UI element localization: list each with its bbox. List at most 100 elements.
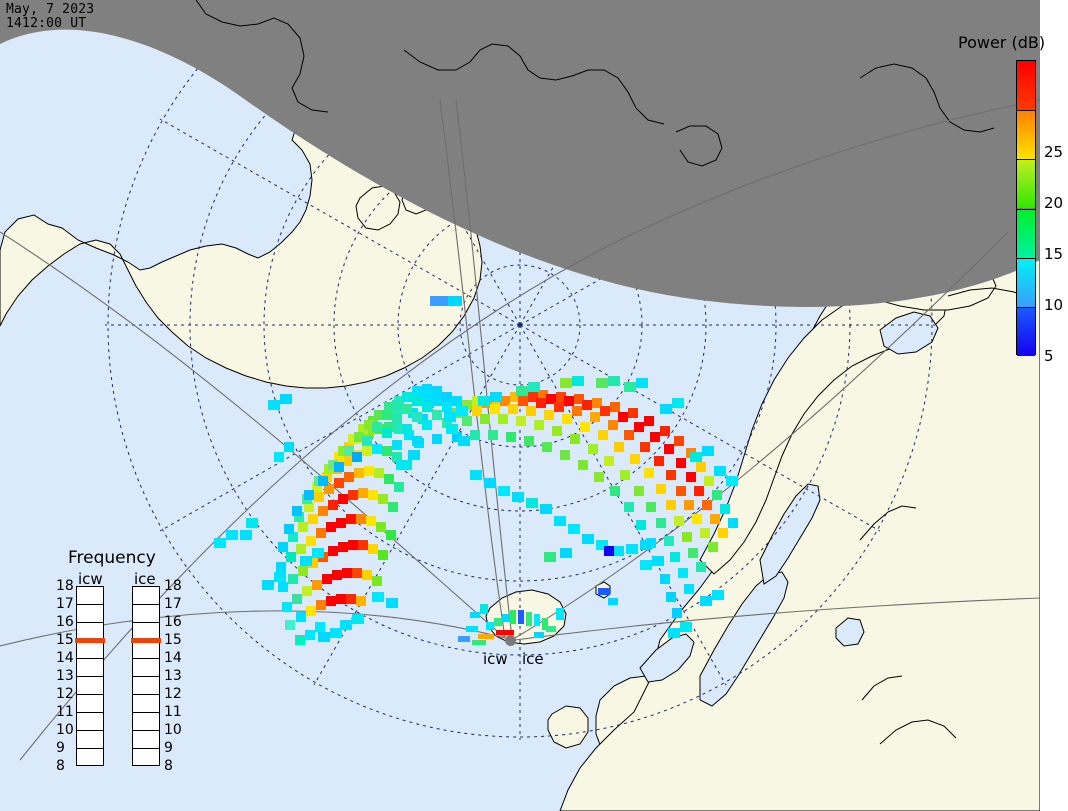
colorbar-separator [1017, 110, 1035, 112]
backscatter-cell [306, 536, 316, 546]
north-sea-inlet [639, 633, 695, 683]
backscatter-cell [284, 442, 294, 452]
backscatter-cell [688, 548, 698, 558]
lat-circle-80 [459, 264, 581, 386]
frequency-bar-icw[interactable] [76, 586, 104, 766]
backscatter-cell [494, 618, 502, 626]
backscatter-cell [442, 402, 452, 412]
backscatter-cell [702, 446, 714, 456]
backscatter-cell [470, 470, 482, 480]
backscatter-cell [700, 596, 712, 606]
backscatter-cell [280, 394, 292, 404]
frequency-cell [77, 605, 103, 623]
frequency-tick-right-15: 15 [164, 632, 182, 648]
frequency-legend-title: Frequency [68, 548, 156, 568]
backscatter-cell [634, 486, 644, 496]
backscatter-cell [680, 622, 692, 632]
backscatter-cell [664, 536, 674, 546]
backscatter-cell [432, 410, 442, 420]
frequency-cell [77, 659, 103, 677]
backscatter-cell [452, 396, 462, 406]
backscatter-cell [386, 530, 396, 540]
backscatter-cell [720, 504, 730, 514]
frequency-cell [133, 641, 159, 659]
backscatter-cell [652, 556, 664, 566]
scandinavia-peninsula [699, 287, 949, 575]
backscatter-cell [526, 498, 538, 508]
frequency-tick-left-17: 17 [56, 596, 74, 612]
backscatter-cell [262, 580, 274, 590]
backscatter-cell [316, 528, 326, 538]
backscatter-cell [500, 396, 510, 406]
fov-arc-west2 [0, 610, 506, 647]
colorbar-tick-10: 10 [1044, 296, 1064, 314]
backscatter-cell [362, 436, 372, 446]
day-night-terminator [0, 0, 1040, 307]
backscatter-cell [442, 418, 452, 428]
colorbar-segment-red [1017, 61, 1035, 111]
backscatter-cell [292, 594, 302, 604]
backscatter-cell [376, 522, 386, 532]
backscatter-cell [268, 400, 280, 410]
backscatter-cell [458, 436, 470, 446]
site-label-icw: icw [483, 650, 508, 668]
backscatter-cell [240, 530, 252, 540]
frequency-cell [133, 659, 159, 677]
backscatter-cell [298, 566, 308, 576]
frequency-column-header-ice: ice [134, 570, 156, 588]
backscatter-cell [392, 440, 402, 450]
backscatter-cell [338, 494, 348, 504]
backscatter-cell [498, 486, 510, 496]
backscatter-cell [540, 504, 552, 514]
backscatter-cell [274, 572, 286, 582]
backscatter-cell [396, 460, 408, 470]
backscatter-cell [508, 404, 518, 414]
radar-site-marker[interactable] [505, 635, 516, 646]
backscatter-cell [412, 396, 422, 406]
backscatter-cell [304, 490, 314, 500]
backscatter-cell [288, 574, 298, 584]
backscatter-cell [388, 502, 398, 512]
backscatter-cell [498, 414, 508, 424]
frequency-cell [77, 749, 103, 767]
map-canvas[interactable] [0, 0, 1040, 811]
backscatter-cell [684, 584, 694, 594]
colorbar[interactable] [1016, 60, 1036, 356]
backscatter-cell [634, 422, 644, 432]
backscatter-cell [690, 452, 702, 462]
frequency-bar-ice[interactable] [132, 586, 160, 766]
backscatter-cell [486, 622, 494, 630]
night-coastline-group [195, 0, 995, 167]
backscatter-cell [362, 570, 372, 580]
colorbar-tick-15: 15 [1044, 245, 1064, 263]
backscatter-cell [470, 612, 480, 618]
backscatter-cell [524, 436, 534, 446]
backscatter-cell [452, 432, 462, 442]
colorbar-separator [1017, 257, 1035, 259]
backscatter-cell [650, 432, 660, 442]
backscatter-cell [378, 494, 388, 504]
frequency-marker-icw [75, 638, 105, 643]
backscatter-cell [572, 376, 584, 386]
frequency-tick-right-10: 10 [164, 722, 182, 738]
backscatter-cell [546, 626, 556, 632]
backscatter-cell [518, 396, 528, 406]
backscatter-cell [308, 514, 318, 524]
backscatter-cell [598, 588, 610, 595]
backscatter-cell [580, 422, 590, 432]
backscatter-cell [358, 540, 368, 550]
frequency-tick-left-15: 15 [56, 632, 74, 648]
backscatter-cell [610, 402, 620, 412]
backscatter-cell [346, 514, 356, 524]
backscatter-cell [710, 514, 720, 524]
backscatter-cell [336, 518, 346, 528]
backscatter-cell [718, 528, 728, 538]
backscatter-cell [448, 296, 462, 306]
backscatter-cell [354, 468, 364, 478]
backscatter-cell [292, 506, 302, 516]
backscatter-cell [592, 398, 602, 408]
backscatter-cell [596, 378, 608, 388]
frequency-cell [133, 749, 159, 767]
backscatter-cell [295, 635, 305, 645]
backscatter-cell [582, 534, 594, 544]
